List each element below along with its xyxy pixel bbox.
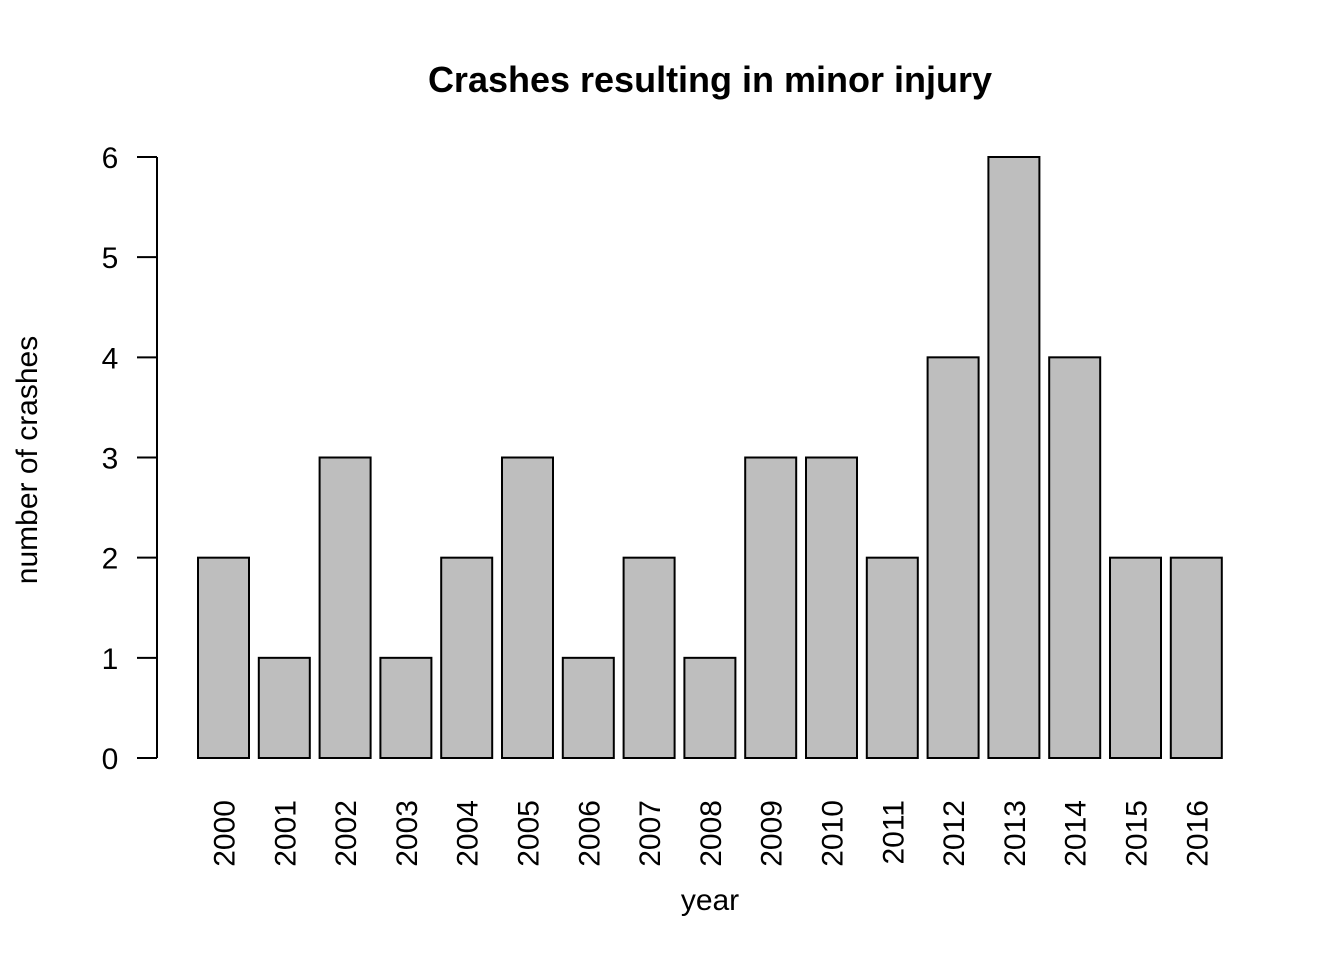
y-axis-label: number of crashes — [11, 336, 44, 584]
y-tick-label: 6 — [102, 142, 119, 175]
bar-2006 — [561, 656, 615, 759]
x-tick-label: 2004 — [452, 800, 485, 867]
x-tick-label: 2009 — [756, 800, 789, 867]
bar-2007 — [622, 556, 676, 760]
bar-2012 — [926, 356, 980, 759]
bar-2016 — [1169, 556, 1223, 760]
x-tick-label: 2010 — [817, 800, 850, 867]
bar-2015 — [1109, 556, 1162, 760]
x-tick-labels: 2000 2001 2002 2003 2004 2005 2006 2007 2008 2009… — [209, 800, 1215, 867]
bar-2005 — [501, 456, 554, 759]
y-tick-label: 4 — [102, 342, 119, 375]
x-tick-label: 2006 — [573, 800, 606, 867]
x-tick-label: 2003 — [391, 800, 424, 867]
bar-2009 — [744, 456, 798, 759]
x-tick-label: 2005 — [513, 800, 546, 867]
y-axis: 0 1 2 3 4 5 6 — [102, 142, 158, 776]
y-tick-label: 2 — [102, 543, 119, 576]
y-tick-label: 0 — [102, 743, 119, 776]
bars — [197, 156, 1223, 760]
bar-2014 — [1048, 356, 1102, 759]
bar-2003 — [379, 656, 433, 759]
x-tick-label: 2000 — [209, 800, 242, 867]
x-tick-label: 2008 — [695, 800, 728, 867]
x-tick-label: 2014 — [1060, 800, 1093, 867]
x-tick-label: 2011 — [877, 800, 910, 865]
bar-2013 — [987, 156, 1041, 759]
x-tick-label: 2015 — [1121, 800, 1154, 867]
bar-2010 — [805, 456, 858, 759]
x-tick-label: 2012 — [938, 800, 971, 867]
x-tick-label: 2002 — [330, 800, 363, 867]
x-tick-label: 2001 — [269, 800, 302, 867]
bar-2004 — [440, 556, 494, 760]
x-tick-label: 2013 — [999, 800, 1032, 867]
chart-title: Crashes resulting in minor injury — [428, 59, 992, 100]
bar-2011 — [865, 556, 919, 760]
x-tick-label: 2016 — [1181, 800, 1214, 867]
x-axis-label: year — [681, 884, 739, 917]
bar-2008 — [683, 656, 737, 759]
bar-2002 — [318, 456, 372, 759]
bar-2001 — [257, 656, 311, 759]
y-tick-label: 1 — [102, 643, 119, 676]
y-tick-label: 5 — [102, 242, 119, 275]
y-tick-label: 3 — [102, 443, 119, 476]
x-tick-label: 2007 — [634, 800, 667, 867]
bar-2000 — [197, 556, 250, 760]
